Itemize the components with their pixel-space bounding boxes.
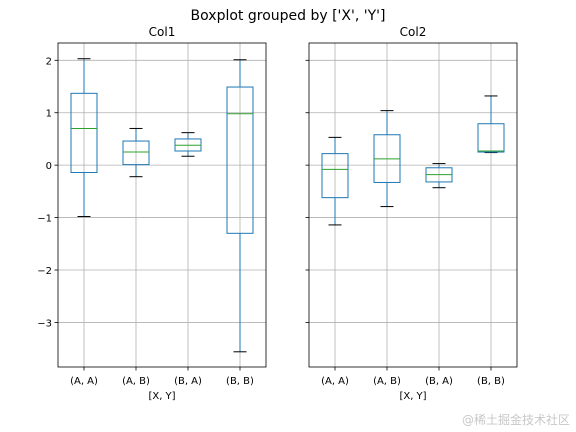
- subplot-title: Col1: [149, 25, 176, 39]
- box-4: [477, 95, 505, 154]
- box-body: [477, 123, 505, 153]
- xtick-label: (B, A): [425, 376, 453, 387]
- subplot-1: −3 −2 −1 0 1 2 (A, A) (A, B) (B, A) (B, B) Col1 [X,…: [37, 25, 267, 402]
- grid: [309, 43, 517, 367]
- axes-frame: [57, 42, 267, 368]
- x-axis-label: [X, Y]: [399, 391, 426, 402]
- subplots: −3 −2 −1 0 1 2 (A, A) (A, B) (B, A) (B, B) Col1 [X,…: [37, 25, 518, 402]
- axes-frame: [308, 42, 518, 368]
- xtick-label: (B, B): [477, 376, 505, 387]
- grid: [58, 43, 266, 367]
- watermark: @稀土掘金技术社区: [461, 413, 570, 427]
- x-axis-label: [X, Y]: [148, 391, 175, 402]
- box-2: [122, 127, 150, 178]
- ytick-label: −2: [37, 266, 52, 277]
- box-3: [174, 132, 202, 157]
- ytick-label: 0: [46, 161, 52, 172]
- figure-suptitle: Boxplot grouped by ['X', 'Y']: [191, 8, 386, 24]
- box-1: [321, 136, 349, 226]
- box-body: [122, 140, 150, 166]
- subplot-2: (A, A) (A, B) (B, A) (B, B) Col2 [X, Y]: [305, 25, 518, 402]
- box-2: [373, 110, 401, 208]
- ytick-label: 1: [46, 109, 52, 120]
- xtick-label: (A, A): [321, 376, 349, 387]
- ytick-label: 2: [46, 56, 52, 67]
- xtick-label: (B, B): [226, 376, 254, 387]
- box-body: [70, 92, 98, 173]
- box-body: [321, 153, 349, 199]
- ytick-label: −1: [37, 214, 52, 225]
- ytick-label: −3: [37, 318, 52, 329]
- box-body: [226, 86, 254, 234]
- box-1: [70, 58, 98, 218]
- xtick-label: (A, B): [122, 376, 150, 387]
- subplot-title: Col2: [400, 25, 427, 39]
- xtick-label: (A, B): [373, 376, 401, 387]
- box-4: [226, 59, 254, 353]
- xtick-label: (A, A): [70, 376, 98, 387]
- xtick-label: (B, A): [174, 376, 202, 387]
- box-3: [425, 163, 453, 189]
